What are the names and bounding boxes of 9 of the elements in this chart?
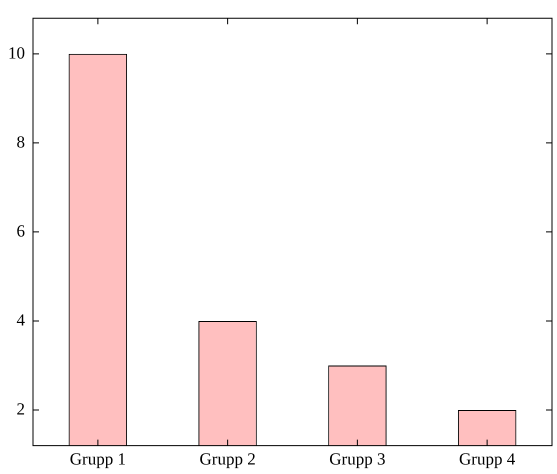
y-tick-label: 2 bbox=[16, 399, 25, 418]
y-tick-label: 6 bbox=[16, 221, 25, 240]
x-tick-label: Grupp 2 bbox=[200, 449, 256, 468]
x-tick-label: Grupp 4 bbox=[459, 449, 516, 468]
y-tick-label: 10 bbox=[8, 43, 25, 62]
y-tick-label: 4 bbox=[16, 310, 26, 330]
x-tick-label: Grupp 3 bbox=[329, 449, 386, 468]
y-tick-label: 8 bbox=[16, 132, 25, 152]
x-tick-label: Grupp 1 bbox=[70, 449, 126, 468]
